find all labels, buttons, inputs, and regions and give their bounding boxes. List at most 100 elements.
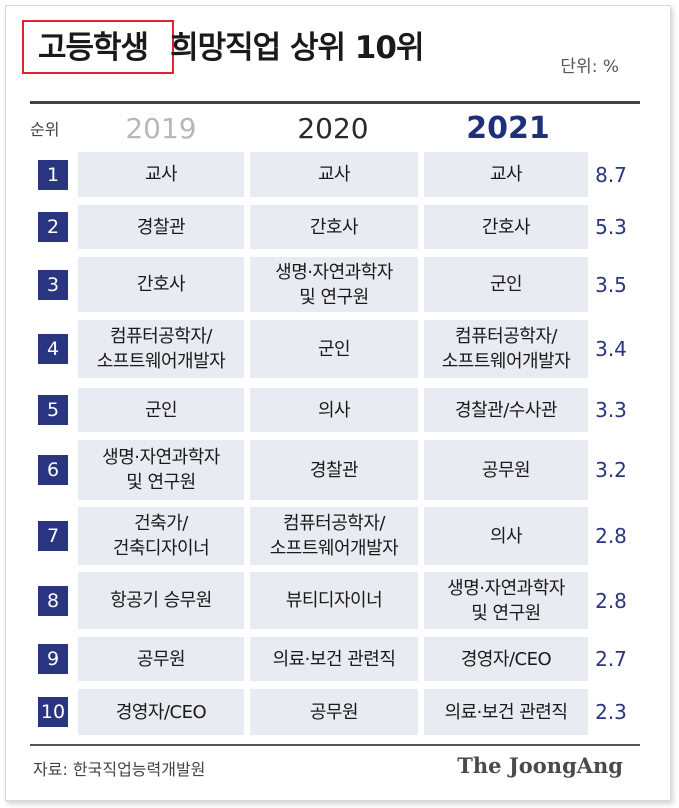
rank-badge: 10 [38, 697, 68, 727]
job-label: 생명·자연과학자 및 연구원 [275, 261, 393, 308]
percent-value: 2.3 [595, 700, 627, 724]
job-label: 경찰관/수사관 [455, 399, 557, 421]
rank-header: 순위 [30, 120, 60, 139]
job-2019-cell: 컴퓨터공학자/ 소프트웨어개발자 [78, 320, 244, 378]
job-2021-cell: 교사 [424, 152, 588, 197]
rank-badge: 3 [38, 270, 68, 300]
job-2021-cell: 생명·자연과학자 및 연구원 [424, 572, 588, 629]
job-2019-cell: 건축가/ 건축디자이너 [78, 507, 244, 565]
title-rest: 희망직업 상위 10위 [170, 30, 424, 66]
table-row: 4 컴퓨터공학자/ 소프트웨어개발자 군인 컴퓨터공학자/ 소프트웨어개발자 3.4 [30, 320, 640, 378]
job-label: 컴퓨터공학자/ 소프트웨어개발자 [441, 326, 571, 372]
rank-badge: 7 [38, 521, 68, 551]
job-2020-cell: 군인 [250, 320, 418, 378]
percent-value: 3.3 [595, 398, 627, 422]
rank-badge: 2 [38, 212, 68, 242]
percent-value: 3.4 [595, 337, 627, 361]
table-row: 6 생명·자연과학자 및 연구원 경찰관 공무원 3.2 [30, 440, 640, 500]
job-label: 교사 [317, 164, 351, 185]
job-2021-cell: 컴퓨터공학자/ 소프트웨어개발자 [424, 320, 588, 378]
rank-badge: 5 [38, 395, 68, 425]
job-2020-cell: 경찰관 [250, 440, 418, 500]
percent-value: 8.7 [595, 162, 627, 187]
job-2019-cell: 항공기 승무원 [78, 572, 244, 629]
job-2021-cell: 공무원 [424, 440, 588, 500]
top-divider [30, 101, 640, 104]
publisher-logo: The JoongAng [457, 753, 623, 778]
job-2019-cell: 경찰관 [78, 205, 244, 249]
table-row: 7 건축가/ 건축디자이너 컴퓨터공학자/ 소프트웨어개발자 의사 2.8 [30, 507, 640, 565]
job-label: 간호사 [136, 274, 186, 295]
job-label: 생명·자연과학자 및 연구원 [447, 577, 565, 624]
job-2019-cell: 간호사 [78, 257, 244, 312]
job-2020-cell: 간호사 [250, 205, 418, 249]
job-label: 건축가/ 건축디자이너 [112, 513, 210, 559]
job-label: 의료·보건 관련직 [444, 701, 568, 723]
job-label: 컴퓨터공학자/ 소프트웨어개발자 [269, 513, 399, 559]
rank-badge: 4 [38, 334, 68, 364]
job-label: 뷰티디자이너 [285, 590, 383, 611]
job-2021-cell: 경영자/CEO [424, 637, 588, 681]
percent-value: 2.7 [595, 647, 627, 671]
title-highlight: 고등학생 [38, 30, 149, 66]
job-label: 간호사 [309, 216, 359, 238]
rank-badge: 1 [38, 160, 68, 190]
job-label: 항공기 승무원 [110, 590, 212, 611]
job-2021-cell: 간호사 [424, 205, 588, 249]
job-label: 공무원 [481, 459, 531, 481]
job-2020-cell: 의사 [250, 388, 418, 432]
job-label: 군인 [489, 274, 523, 295]
job-2019-cell: 군인 [78, 388, 244, 432]
unit-label: 단위: % [560, 57, 619, 77]
job-2020-cell: 뷰티디자이너 [250, 572, 418, 629]
job-label: 경찰관 [136, 216, 186, 238]
table-row: 2 경찰관 간호사 간호사 5.3 [30, 205, 640, 249]
job-2019-cell: 교사 [78, 152, 244, 197]
job-2021-cell: 경찰관/수사관 [424, 388, 588, 432]
job-label: 의사 [489, 525, 523, 547]
title-highlight-box [22, 20, 174, 74]
job-2021-cell: 의사 [424, 507, 588, 565]
rank-badge: 9 [38, 644, 68, 674]
percent-value: 2.8 [595, 524, 627, 548]
job-label: 공무원 [309, 701, 359, 723]
job-2020-cell: 공무원 [250, 689, 418, 735]
job-label: 생명·자연과학자 및 연구원 [102, 447, 220, 493]
table-row: 3 간호사 생명·자연과학자 및 연구원 군인 3.5 [30, 257, 640, 312]
job-label: 경영자/CEO [460, 648, 552, 670]
rank-badge: 6 [38, 455, 68, 485]
percent-value: 2.8 [595, 588, 627, 613]
job-label: 군인 [144, 399, 178, 421]
job-label: 공무원 [136, 648, 186, 670]
job-label: 교사 [144, 164, 178, 185]
rank-badge: 8 [38, 586, 68, 616]
bottom-divider [30, 744, 640, 746]
source-note: 자료: 한국직업능력개발원 [33, 760, 206, 779]
table-row: 10 경영자/CEO 공무원 의료·보건 관련직 2.3 [30, 689, 640, 735]
table-row: 5 군인 의사 경찰관/수사관 3.3 [30, 388, 640, 432]
job-label: 경영자/CEO [115, 701, 207, 723]
percent-value: 3.5 [595, 272, 627, 297]
year-header-2019: 2019 [125, 111, 197, 145]
job-2020-cell: 컴퓨터공학자/ 소프트웨어개발자 [250, 507, 418, 565]
table-row: 1 교사 교사 교사 8.7 [30, 152, 640, 197]
job-label: 컴퓨터공학자/ 소프트웨어개발자 [96, 326, 226, 372]
table-row: 8 항공기 승무원 뷰티디자이너 생명·자연과학자 및 연구원 2.8 [30, 572, 640, 629]
job-label: 간호사 [481, 216, 531, 238]
job-2020-cell: 교사 [250, 152, 418, 197]
job-label: 의료·보건 관련직 [272, 648, 396, 670]
table-row: 9 공무원 의료·보건 관련직 경영자/CEO 2.7 [30, 637, 640, 681]
job-label: 의사 [317, 399, 351, 421]
job-2019-cell: 공무원 [78, 637, 244, 681]
percent-value: 3.2 [595, 458, 627, 482]
job-2021-cell: 의료·보건 관련직 [424, 689, 588, 735]
job-2019-cell: 경영자/CEO [78, 689, 244, 735]
job-label: 교사 [489, 164, 523, 185]
year-header-2021: 2021 [466, 110, 550, 146]
job-2020-cell: 의료·보건 관련직 [250, 637, 418, 681]
year-header-2020: 2020 [297, 111, 369, 145]
job-label: 경찰관 [309, 459, 359, 481]
job-2019-cell: 생명·자연과학자 및 연구원 [78, 440, 244, 500]
job-label: 군인 [317, 338, 351, 360]
job-2021-cell: 군인 [424, 257, 588, 312]
